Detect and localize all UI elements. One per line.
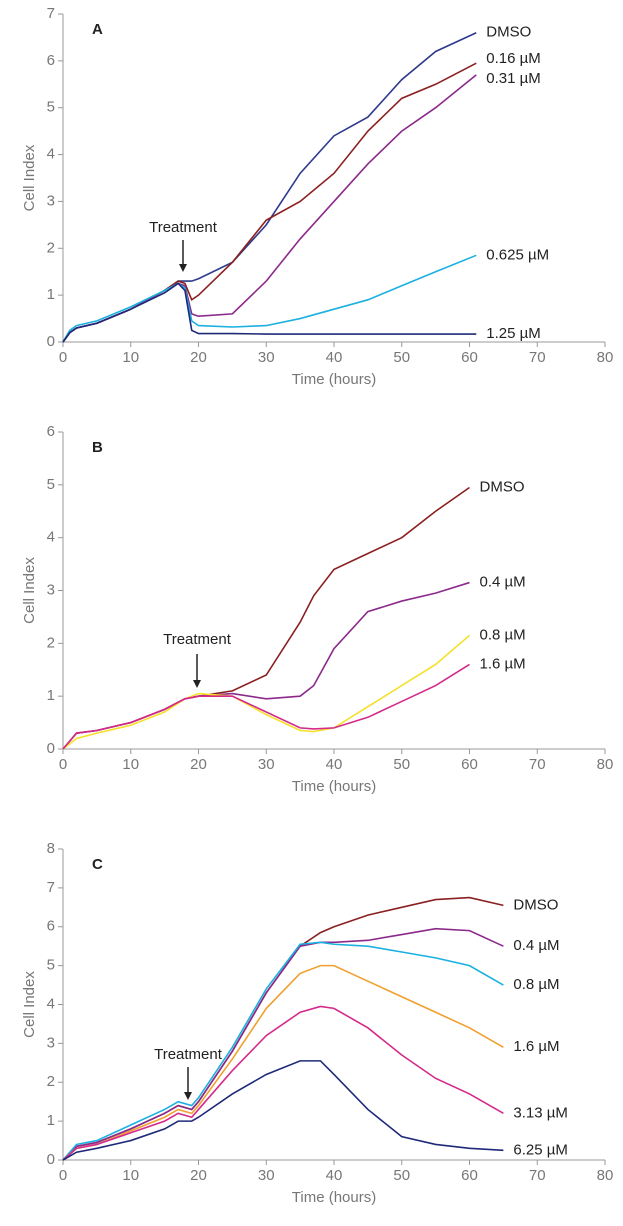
y-tick-label: 4 — [47, 146, 55, 163]
series-line — [62, 964, 504, 1161]
panel-title: B — [92, 439, 103, 456]
y-tick-label: 6 — [47, 423, 55, 440]
series-line — [62, 663, 470, 750]
series-line — [62, 896, 504, 1161]
x-tick-label: 80 — [597, 1167, 614, 1184]
y-tick-label: 2 — [47, 239, 55, 256]
series-line — [62, 254, 477, 343]
y-axis-label: Cell Index — [21, 557, 38, 624]
series-label: 6.25 µM — [513, 1141, 568, 1158]
y-axis-label: Cell Index — [21, 971, 38, 1038]
panel-title: C — [92, 856, 103, 873]
y-tick-label: 6 — [47, 52, 55, 69]
series-line — [62, 1060, 504, 1161]
x-axis-label: Time (hours) — [292, 371, 376, 388]
x-tick-label: 50 — [393, 349, 410, 366]
x-tick-label: 80 — [597, 756, 614, 773]
series-line — [62, 486, 470, 750]
x-tick-label: 40 — [326, 349, 343, 366]
x-tick-label: 10 — [122, 1167, 139, 1184]
annotation: Treatment — [163, 631, 232, 648]
series-label: DMSO — [480, 478, 525, 495]
y-tick-label: 1 — [47, 1112, 55, 1129]
panel-title: A — [92, 21, 103, 38]
series-label: 0.4 µM — [513, 937, 559, 954]
x-axis-label: Time (hours) — [292, 1189, 376, 1206]
series-label: 1.6 µM — [480, 655, 526, 672]
y-tick-label: 6 — [47, 918, 55, 935]
y-tick-label: 8 — [47, 840, 55, 857]
annotation-arrowhead — [193, 680, 201, 688]
series-label: 3.13 µM — [513, 1104, 568, 1121]
y-tick-label: 0 — [47, 740, 55, 757]
y-tick-label: 2 — [47, 1073, 55, 1090]
annotation-arrowhead — [184, 1092, 192, 1100]
y-tick-label: 3 — [47, 1034, 55, 1051]
x-tick-label: 0 — [59, 756, 67, 773]
series-label: 0.31 µM — [486, 70, 541, 87]
series-label: 0.8 µM — [480, 626, 526, 643]
y-tick-label: 2 — [47, 634, 55, 651]
x-tick-label: 40 — [326, 756, 343, 773]
series-label: DMSO — [513, 896, 558, 913]
y-tick-label: 3 — [47, 192, 55, 209]
y-tick-label: 5 — [47, 957, 55, 974]
x-tick-label: 20 — [190, 1167, 207, 1184]
x-tick-label: 80 — [597, 349, 614, 366]
series-line — [62, 74, 477, 343]
y-tick-label: 5 — [47, 99, 55, 116]
series-line — [62, 282, 477, 343]
y-tick-label: 1 — [47, 687, 55, 704]
x-tick-label: 50 — [393, 756, 410, 773]
x-tick-label: 0 — [59, 1167, 67, 1184]
x-tick-label: 40 — [326, 1167, 343, 1184]
x-tick-label: 30 — [258, 349, 275, 366]
y-tick-label: 1 — [47, 286, 55, 303]
y-tick-label: 5 — [47, 476, 55, 493]
series-line — [62, 1005, 504, 1161]
y-tick-label: 0 — [47, 1151, 55, 1168]
y-tick-label: 0 — [47, 333, 55, 350]
x-tick-label: 20 — [190, 349, 207, 366]
x-tick-label: 60 — [461, 756, 478, 773]
x-tick-label: 10 — [122, 349, 139, 366]
annotation-arrowhead — [179, 264, 187, 272]
x-tick-label: 0 — [59, 349, 67, 366]
x-axis-label: Time (hours) — [292, 778, 376, 795]
x-tick-label: 70 — [529, 1167, 546, 1184]
x-tick-label: 50 — [393, 1167, 410, 1184]
series-line — [62, 62, 477, 343]
x-tick-label: 10 — [122, 756, 139, 773]
series-label: 0.16 µM — [486, 50, 541, 67]
annotation: Treatment — [154, 1046, 223, 1063]
x-tick-label: 60 — [461, 349, 478, 366]
y-tick-label: 3 — [47, 581, 55, 598]
x-tick-label: 30 — [258, 756, 275, 773]
series-label: DMSO — [486, 24, 531, 41]
x-tick-label: 60 — [461, 1167, 478, 1184]
y-tick-label: 7 — [47, 5, 55, 22]
series-line — [62, 927, 504, 1161]
series-line — [62, 32, 477, 343]
y-tick-label: 4 — [47, 995, 55, 1012]
series-label: 0.4 µM — [480, 574, 526, 591]
x-tick-label: 20 — [190, 756, 207, 773]
x-tick-label: 70 — [529, 756, 546, 773]
annotation: Treatment — [149, 219, 218, 236]
series-label: 0.625 µM — [486, 246, 549, 263]
series-label: 1.25 µM — [486, 325, 541, 342]
x-tick-label: 30 — [258, 1167, 275, 1184]
x-tick-label: 70 — [529, 349, 546, 366]
series-label: 0.8 µM — [513, 976, 559, 993]
y-tick-label: 7 — [47, 879, 55, 896]
series-label: 1.6 µM — [513, 1038, 559, 1055]
series-line — [62, 941, 504, 1161]
y-tick-label: 4 — [47, 529, 55, 546]
y-axis-label: Cell Index — [21, 144, 38, 211]
series-line — [62, 634, 471, 750]
